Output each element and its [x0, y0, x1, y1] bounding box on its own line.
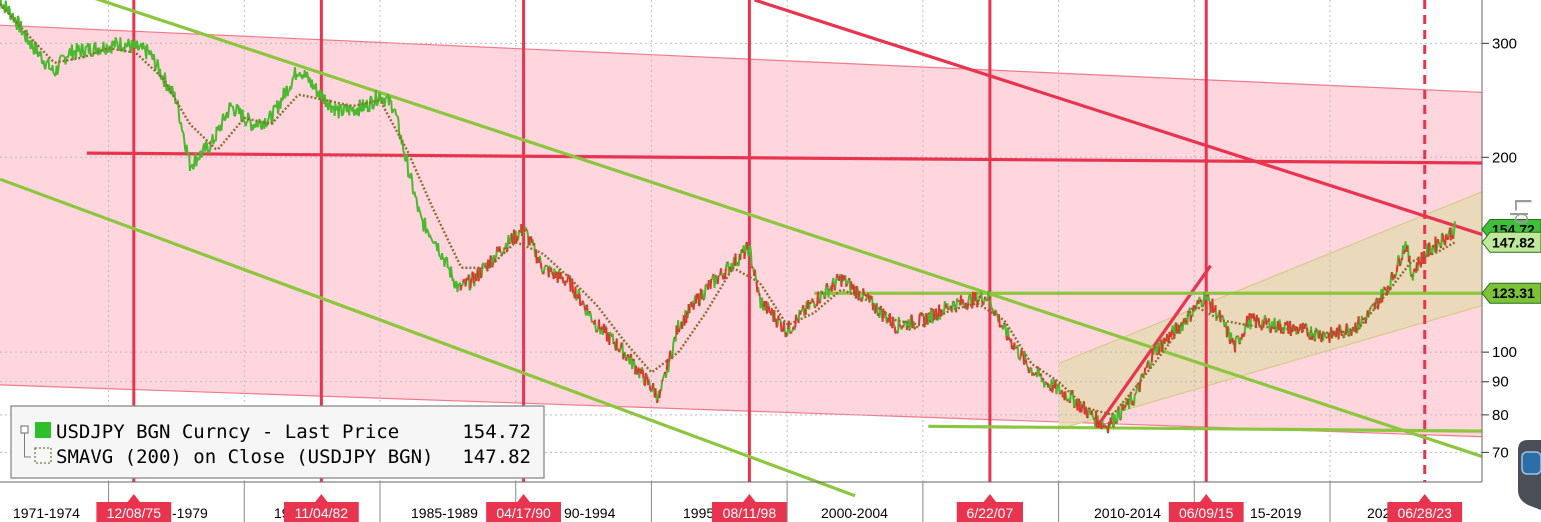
series-layer: [0, 0, 1456, 434]
y-tick-label: 70: [1492, 444, 1509, 461]
date-flag-label: 08/11/98: [723, 505, 777, 521]
date-flag-pointer: [742, 494, 757, 503]
x-period-label: 90-1994: [564, 505, 616, 521]
side-rotated-label: Lp: [1509, 198, 1536, 225]
date-flag: [96, 502, 172, 522]
channels-layer: [0, 24, 1483, 438]
date-flag-label: 06/28/23: [1397, 505, 1452, 521]
date-flag-pointer: [1199, 494, 1214, 503]
legend: USDJPY BGN Curncy - Last Price 154.72 SM…: [10, 405, 545, 479]
date-flag: [1387, 502, 1463, 522]
vertical-lines-layer: [132, 0, 1427, 482]
date-flag-pointer: [516, 494, 531, 503]
legend-series-name: USDJPY BGN Curncy - Last Price: [56, 421, 399, 443]
date-flag-pointer: [982, 494, 997, 503]
y-tick-label: 80: [1492, 407, 1509, 424]
date-flag-label: 11/04/82: [295, 505, 349, 521]
x-period-label: 2010-2014: [1094, 505, 1161, 521]
channel-fill: [1058, 191, 1482, 430]
price-tag-label: 147.82: [1492, 234, 1535, 250]
scroll-arrow-icon[interactable]: [1521, 451, 1541, 475]
x-period-label: 202: [1367, 505, 1391, 521]
scroll-button-tab[interactable]: [1518, 440, 1541, 510]
x-period-label: 2000-2004: [821, 505, 888, 521]
x-period-label: 1985-1989: [411, 505, 478, 521]
legend-series-value: 154.72: [462, 421, 531, 443]
date-flag-pointer: [126, 494, 141, 503]
date-flag: [956, 502, 1023, 522]
trend-line: [94, 0, 1483, 458]
channel-upper-edge: [1058, 191, 1483, 365]
y-tick-label: 200: [1492, 149, 1517, 166]
scroll-button[interactable]: [1518, 440, 1541, 510]
series-last-price-line-down: [459, 224, 1455, 434]
legend-swatch-smavg: [34, 447, 52, 464]
date-flag-label: 6/22/07: [967, 505, 1014, 521]
legend-series-value: 147.82: [462, 446, 531, 468]
date-flag: [283, 502, 359, 522]
trend-line: [928, 424, 1483, 433]
y-tick-label: 300: [1492, 35, 1517, 52]
date-flag-label: 04/17/90: [496, 505, 551, 521]
date-flag-pointer: [314, 494, 329, 503]
legend-tree-icon: [24, 433, 31, 458]
date-flag-label: 12/08/75: [107, 505, 162, 521]
price-tag: [1481, 231, 1541, 253]
price-tag-label: 123.31: [1492, 285, 1535, 301]
price-tag: [1481, 282, 1541, 304]
legend-series-name: SMAVG (200) on Close (USDJPY BGN): [56, 446, 434, 468]
y-tick-label: 90: [1492, 374, 1509, 391]
trend-lines-layer: [0, 0, 1483, 498]
y-tick-label: 100: [1492, 344, 1517, 361]
trend-line: [86, 151, 1483, 165]
x-period-label: 15-2019: [1250, 505, 1302, 521]
x-period-label: -1979: [172, 505, 208, 521]
series-smavg-line: [0, 3, 1456, 416]
date-flags-layer: 12/08/75 11/04/82 04/17/90 08/11/98 6/22/07 0…: [96, 494, 1463, 522]
legend-box: [10, 405, 545, 479]
date-flag: [1168, 502, 1244, 522]
channel-fill: [0, 25, 1482, 437]
date-flag-label: 06/09/15: [1179, 505, 1234, 521]
date-flag: [712, 502, 787, 522]
side-widgets: Lp: [1509, 198, 1541, 510]
channel-upper-edge: [0, 24, 1483, 93]
legend-swatch-last-price: [35, 422, 51, 438]
trend-line: [0, 177, 856, 498]
x-period-label: 1995: [683, 505, 714, 521]
date-flag-pointer: [1417, 494, 1432, 503]
trend-line: [754, 0, 1483, 236]
date-flag: [486, 502, 561, 522]
x-period-label: 1971-1974: [13, 505, 80, 521]
legend-expand-icon[interactable]: [20, 425, 29, 434]
